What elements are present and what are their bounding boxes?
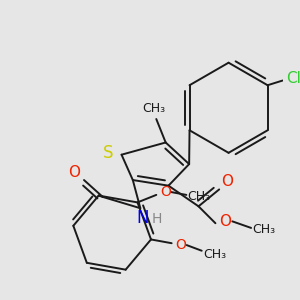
Text: O: O [221, 174, 233, 189]
Text: O: O [69, 165, 81, 180]
Text: H: H [152, 212, 162, 226]
Text: O: O [176, 238, 187, 252]
Text: Cl: Cl [286, 71, 300, 86]
Text: N: N [136, 208, 148, 226]
Text: CH₃: CH₃ [203, 248, 226, 261]
Text: CH₃: CH₃ [187, 190, 210, 203]
Text: S: S [103, 144, 114, 162]
Text: O: O [160, 185, 171, 199]
Text: O: O [219, 214, 231, 229]
Text: CH₃: CH₃ [142, 102, 165, 115]
Text: CH₃: CH₃ [253, 223, 276, 236]
